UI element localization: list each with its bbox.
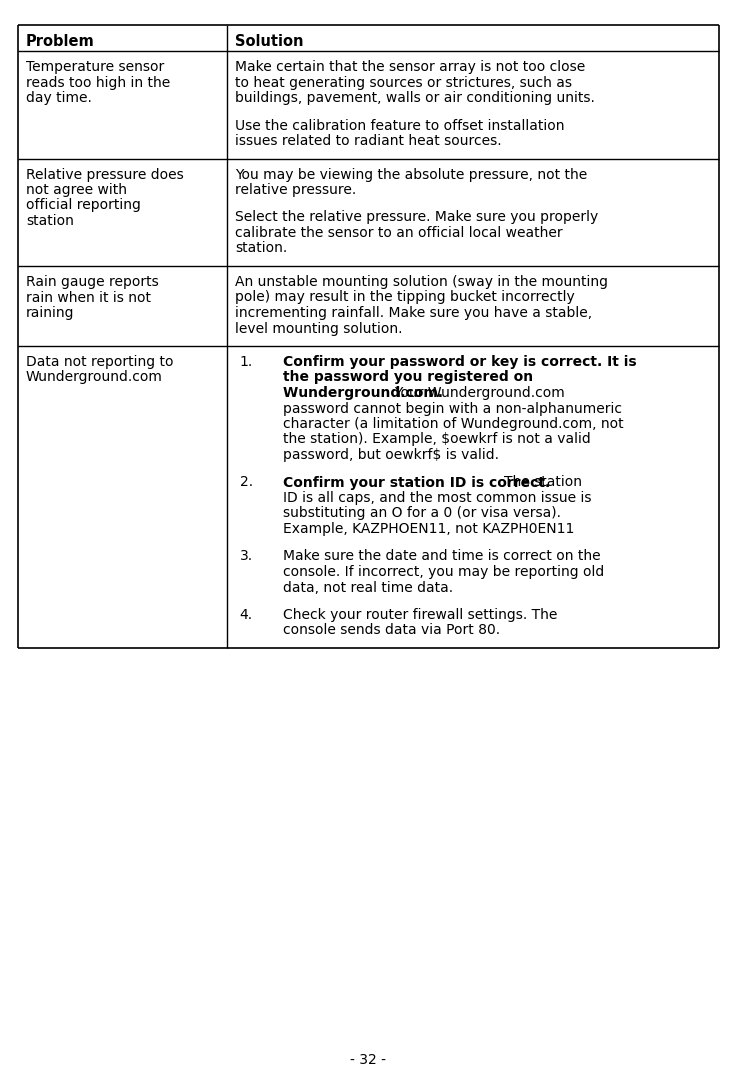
Text: reads too high in the: reads too high in the (26, 76, 170, 89)
Text: console. If incorrect, you may be reporting old: console. If incorrect, you may be report… (283, 565, 604, 579)
Text: data, not real time data.: data, not real time data. (283, 580, 453, 595)
Text: ID is all caps, and the most common issue is: ID is all caps, and the most common issu… (283, 492, 591, 505)
Text: substituting an O for a 0 (or visa versa).: substituting an O for a 0 (or visa versa… (283, 507, 561, 521)
Text: Solution: Solution (235, 34, 304, 49)
Text: calibrate the sensor to an official local weather: calibrate the sensor to an official loca… (235, 226, 562, 240)
Text: to heat generating sources or strictures, such as: to heat generating sources or strictures… (235, 76, 572, 89)
Text: official reporting: official reporting (26, 199, 141, 213)
Text: Wunderground.com.: Wunderground.com. (283, 386, 448, 400)
Text: Select the relative pressure. Make sure you properly: Select the relative pressure. Make sure … (235, 210, 598, 225)
Text: incrementing rainfall. Make sure you have a stable,: incrementing rainfall. Make sure you hav… (235, 306, 592, 320)
Text: the password you registered on: the password you registered on (283, 370, 533, 384)
Text: Temperature sensor: Temperature sensor (26, 60, 164, 74)
Text: Confirm your password or key is correct. It is: Confirm your password or key is correct.… (283, 355, 637, 369)
Text: Example, KAZPHOEN11, not KAZPH0EN11: Example, KAZPHOEN11, not KAZPH0EN11 (283, 522, 574, 536)
Text: character (a limitation of Wundeground.com, not: character (a limitation of Wundeground.c… (283, 417, 624, 431)
Text: console sends data via Port 80.: console sends data via Port 80. (283, 624, 500, 638)
Text: password cannot begin with a non-alphanumeric: password cannot begin with a non-alphanu… (283, 401, 622, 416)
Text: raining: raining (26, 306, 74, 320)
Text: Data not reporting to: Data not reporting to (26, 355, 173, 369)
Text: relative pressure.: relative pressure. (235, 183, 356, 197)
Text: 1.: 1. (240, 355, 253, 369)
Text: password, but oewkrf$ is valid.: password, but oewkrf$ is valid. (283, 448, 499, 462)
Text: rain when it is not: rain when it is not (26, 291, 151, 305)
Text: not agree with: not agree with (26, 183, 127, 197)
Text: 4.: 4. (240, 608, 253, 622)
Text: The station: The station (504, 475, 582, 489)
Text: An unstable mounting solution (sway in the mounting: An unstable mounting solution (sway in t… (235, 275, 608, 289)
Text: Problem: Problem (26, 34, 95, 49)
Text: - 32 -: - 32 - (351, 1054, 386, 1067)
Text: Check your router firewall settings. The: Check your router firewall settings. The (283, 608, 557, 622)
Text: the station). Example, $oewkrf is not a valid: the station). Example, $oewkrf is not a … (283, 433, 590, 447)
Text: 3.: 3. (240, 549, 253, 563)
Text: You may be viewing the absolute pressure, not the: You may be viewing the absolute pressure… (235, 167, 587, 181)
Text: Relative pressure does: Relative pressure does (26, 167, 184, 181)
Text: Confirm your station ID is correct.: Confirm your station ID is correct. (283, 475, 555, 489)
Text: pole) may result in the tipping bucket incorrectly: pole) may result in the tipping bucket i… (235, 291, 575, 305)
Text: Your Wunderground.com: Your Wunderground.com (394, 386, 565, 400)
Text: Wunderground.com: Wunderground.com (26, 370, 163, 384)
Text: station.: station. (235, 242, 287, 255)
Text: Make certain that the sensor array is not too close: Make certain that the sensor array is no… (235, 60, 585, 74)
Text: buildings, pavement, walls or air conditioning units.: buildings, pavement, walls or air condit… (235, 91, 595, 105)
Text: Rain gauge reports: Rain gauge reports (26, 275, 158, 289)
Text: Use the calibration feature to offset installation: Use the calibration feature to offset in… (235, 118, 565, 132)
Text: level mounting solution.: level mounting solution. (235, 321, 402, 335)
Text: Make sure the date and time is correct on the: Make sure the date and time is correct o… (283, 549, 601, 563)
Text: station: station (26, 214, 74, 228)
Text: issues related to radiant heat sources.: issues related to radiant heat sources. (235, 135, 501, 148)
Text: 2.: 2. (240, 475, 253, 489)
Text: day time.: day time. (26, 91, 92, 105)
